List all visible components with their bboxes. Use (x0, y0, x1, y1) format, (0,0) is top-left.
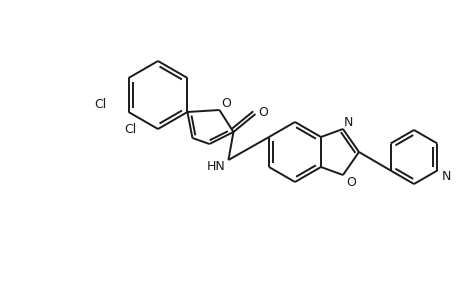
Text: O: O (345, 176, 355, 188)
Text: O: O (258, 106, 268, 118)
Text: HN: HN (207, 160, 225, 172)
Text: N: N (441, 170, 450, 183)
Text: O: O (221, 97, 231, 110)
Text: N: N (342, 116, 352, 128)
Text: Cl: Cl (94, 98, 106, 110)
Text: Cl: Cl (123, 122, 136, 136)
